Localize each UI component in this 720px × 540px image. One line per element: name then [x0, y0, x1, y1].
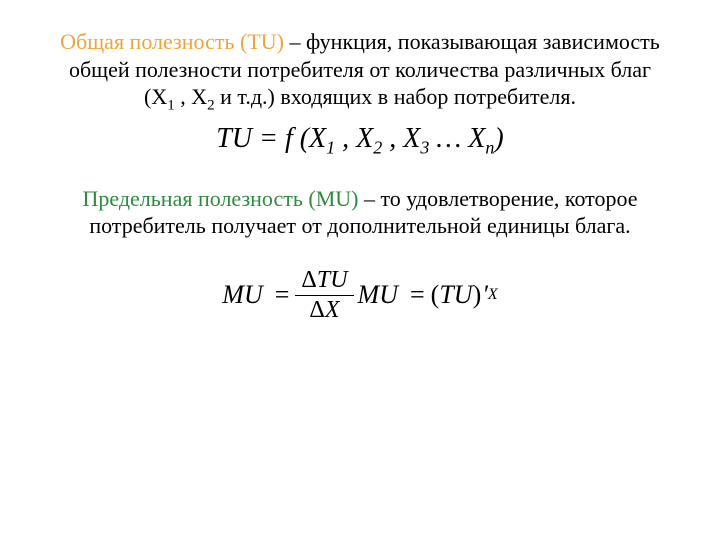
slide-root: Общая полезность (TU) – функция, показыв… — [0, 0, 720, 540]
mu-deriv-lhs: MU — [358, 280, 398, 310]
mu-frac-eq: = — [275, 280, 290, 310]
mu-fraction-row: MU = ΔTU ΔX — [222, 268, 353, 323]
tu-term: Общая полезность (TU) — [60, 29, 284, 54]
tu-formula-lead: TU = f (X — [216, 123, 326, 154]
mu-frac-num: ΔTU — [295, 268, 353, 293]
mu-frac-num-delta: Δ — [301, 267, 316, 293]
tu-formula-c3: … X — [429, 123, 485, 154]
mu-deriv-inner: TU — [439, 280, 472, 310]
tu-formula-s2: 2 — [373, 138, 382, 158]
mu-frac: ΔTU ΔX — [295, 268, 353, 323]
tu-definition: Общая полезность (TU) – функция, показыв… — [60, 28, 660, 115]
tu-formula-s1: 1 — [326, 138, 335, 158]
mu-deriv-close: ) — [473, 280, 482, 310]
mu-frac-num-txt: TU — [317, 267, 348, 293]
tu-sub-2: 2 — [207, 97, 215, 113]
tu-formula-c1: , X — [335, 123, 373, 154]
mu-derivative-row: MU = (TU)′X — [358, 280, 498, 310]
tu-sub-1: 1 — [167, 97, 175, 113]
mu-frac-lhs: MU — [222, 280, 262, 310]
mu-frac-den-delta: Δ — [309, 297, 324, 323]
tu-formula-tail: ) — [494, 123, 503, 154]
mu-deriv-eq: = — [410, 280, 425, 310]
mu-term: Предельная полезность (MU) — [82, 186, 358, 211]
mu-frac-den-txt: X — [325, 297, 340, 323]
tu-formula-c2: , X — [382, 123, 420, 154]
tu-body-2: и т.д.) входящих в набор потребителя. — [215, 84, 576, 109]
tu-body-mid: , X — [175, 84, 207, 109]
mu-definition: Предельная полезность (MU) – то удовлетв… — [60, 185, 660, 240]
mu-deriv-open: ( — [431, 280, 440, 310]
mu-deriv-sub: X — [488, 286, 498, 304]
mu-frac-den: ΔX — [303, 298, 345, 323]
tu-formula: TU = f (X1 , X2 , X3 … Xn) — [60, 123, 660, 159]
mu-fraction-formula: MU = ΔTU ΔX MU = (TU)′X — [60, 258, 660, 345]
mu-frac-bar — [295, 295, 353, 296]
